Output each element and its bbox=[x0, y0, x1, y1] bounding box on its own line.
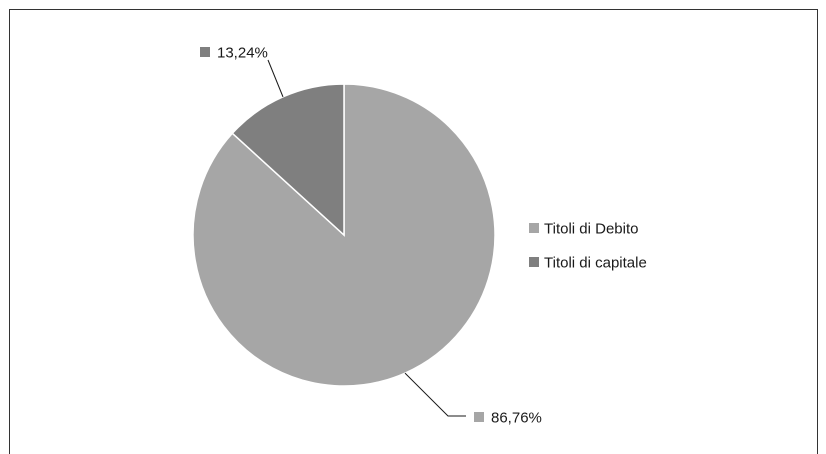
pie-slice-capitale bbox=[231, 83, 345, 237]
data-label-debito-text: 86,76% bbox=[491, 410, 542, 427]
legend-label-debito: Titoli di Debito bbox=[544, 221, 638, 238]
chart-border bbox=[9, 9, 818, 454]
data-label-capitale: 13,24% bbox=[200, 45, 268, 62]
data-label-debito: 86,76% bbox=[474, 410, 542, 427]
pie-slices bbox=[192, 83, 496, 387]
legend-swatch-debito bbox=[529, 223, 539, 233]
legend-swatch-capitale bbox=[529, 257, 539, 267]
data-label-swatch-capitale bbox=[200, 47, 210, 57]
legend-label-capitale: Titoli di capitale bbox=[544, 255, 647, 272]
data-label-swatch-debito bbox=[474, 412, 484, 422]
data-label-capitale-text: 13,24% bbox=[217, 45, 268, 62]
legend: Titoli di Debito Titoli di capitale bbox=[529, 221, 647, 272]
legend-item-debito: Titoli di Debito bbox=[529, 221, 638, 238]
leader-lines bbox=[267, 59, 466, 417]
leader-line-debito bbox=[404, 372, 466, 417]
legend-item-capitale: Titoli di capitale bbox=[529, 255, 647, 272]
leader-line-capitale bbox=[267, 59, 284, 98]
